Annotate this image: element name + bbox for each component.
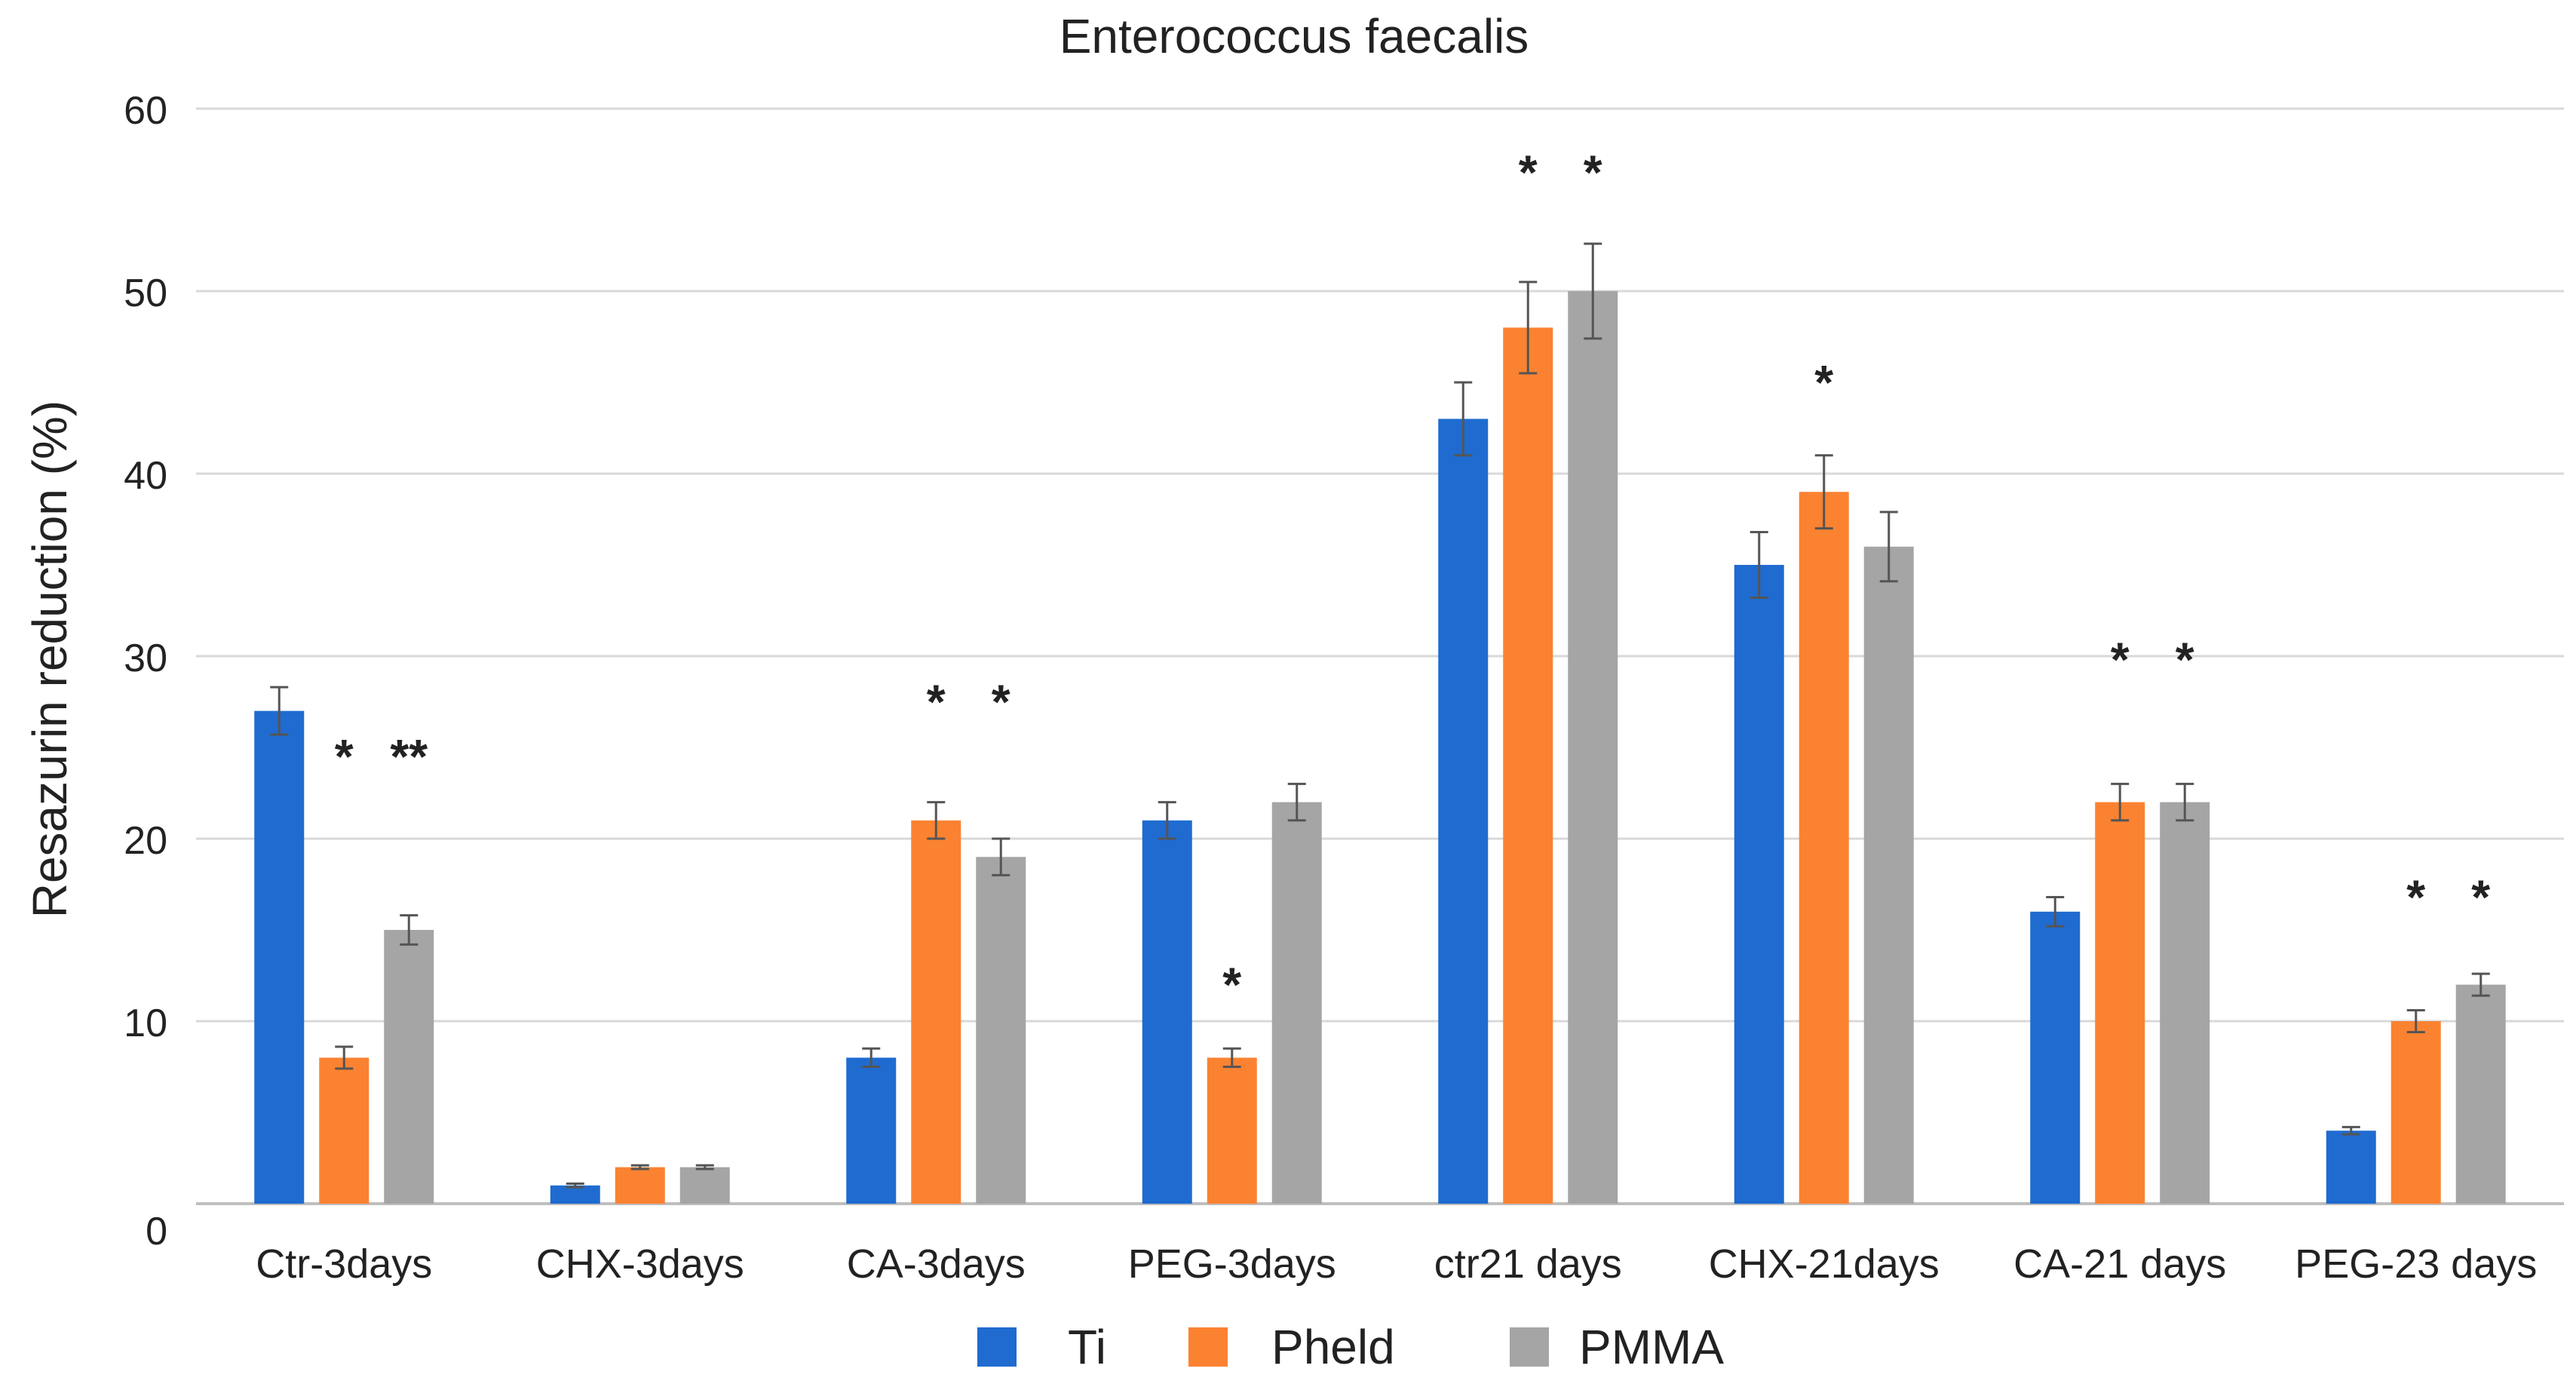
bar-pmma-4 xyxy=(1568,291,1618,1204)
y-tick-label: 20 xyxy=(124,819,167,863)
legend-label-ti: Ti xyxy=(1068,1320,1106,1374)
significance-marker: * xyxy=(2471,870,2490,924)
y-tick-labels: 0 10 20 30 40 50 60 xyxy=(124,89,167,1253)
y-tick-label: 10 xyxy=(124,1002,167,1045)
legend-swatch-ti xyxy=(977,1327,1017,1367)
bar-pheld-7 xyxy=(2390,1021,2441,1204)
x-tick-label: CA-21 days xyxy=(2013,1241,2226,1287)
bars xyxy=(254,291,2506,1204)
significance-marker: * xyxy=(927,674,946,729)
x-tick-label: Ctr-3days xyxy=(256,1241,432,1287)
bar-pmma-7 xyxy=(2455,984,2506,1204)
x-tick-label: PEG-23 days xyxy=(2295,1241,2537,1287)
bar-ti-3 xyxy=(1142,820,1192,1204)
bar-pmma-0 xyxy=(384,930,434,1204)
bar-pmma-3 xyxy=(1271,802,1322,1204)
x-tick-labels: Ctr-3days CHX-3days CA-3days PEG-3days ctr21… xyxy=(256,1241,2537,1287)
significance-marker: * xyxy=(1519,146,1538,200)
x-tick-label: CA-3days xyxy=(847,1241,1026,1287)
significance-marker: * xyxy=(2406,870,2425,924)
significance-marker: ** xyxy=(390,729,428,784)
bar-pheld-6 xyxy=(2095,802,2145,1204)
significance-marker: * xyxy=(2111,633,2130,687)
x-tick-label: CHX-21days xyxy=(1709,1241,1940,1287)
bar-pheld-5 xyxy=(1799,492,1849,1204)
x-tick-label: CHX-3days xyxy=(536,1241,744,1287)
legend-swatch-pmma xyxy=(1510,1327,1549,1367)
y-tick-label: 40 xyxy=(124,454,167,498)
significance-marker: * xyxy=(2176,633,2194,687)
bar-ti-1 xyxy=(550,1185,600,1204)
x-tick-label: ctr21 days xyxy=(1434,1241,1622,1287)
bar-pmma-6 xyxy=(2160,802,2210,1204)
bar-pheld-0 xyxy=(319,1057,370,1204)
bar-pmma-1 xyxy=(679,1167,730,1204)
chart-title: Enterococcus faecalis xyxy=(1060,9,1529,63)
bar-pheld-2 xyxy=(911,820,961,1204)
bar-ti-0 xyxy=(254,710,305,1204)
legend-swatch-pheld xyxy=(1188,1327,1228,1367)
bar-pheld-4 xyxy=(1503,327,1553,1204)
bar-ti-4 xyxy=(1438,419,1489,1204)
legend: Ti Pheld PMMA xyxy=(977,1320,1724,1374)
significance-marker: * xyxy=(1584,146,1602,200)
significance-marker: * xyxy=(335,729,354,784)
bar-ti-6 xyxy=(2030,911,2081,1204)
y-axis-label: Resazurin reduction (%) xyxy=(23,400,77,919)
annotations: * *** *** *** ** * xyxy=(335,146,2491,1012)
bar-pheld-3 xyxy=(1207,1057,1257,1204)
bar-pmma-2 xyxy=(976,857,1026,1204)
bar-ti-2 xyxy=(846,1057,897,1204)
bar-ti-5 xyxy=(1734,565,1784,1204)
x-tick-label: PEG-3days xyxy=(1128,1241,1336,1287)
legend-label-pheld: Pheld xyxy=(1271,1320,1395,1374)
y-tick-label: 60 xyxy=(124,89,167,133)
error-bars xyxy=(270,242,2490,1189)
bar-pmma-5 xyxy=(1863,546,1914,1204)
y-tick-label: 50 xyxy=(124,272,167,315)
bar-pheld-1 xyxy=(615,1167,665,1204)
significance-marker: * xyxy=(1814,355,1833,410)
significance-marker: * xyxy=(1222,958,1241,1012)
significance-marker: * xyxy=(992,674,1010,729)
legend-label-pmma: PMMA xyxy=(1579,1320,1724,1374)
bar-ti-7 xyxy=(2326,1131,2376,1204)
y-tick-label: 0 xyxy=(146,1210,167,1253)
y-tick-label: 30 xyxy=(124,637,167,680)
